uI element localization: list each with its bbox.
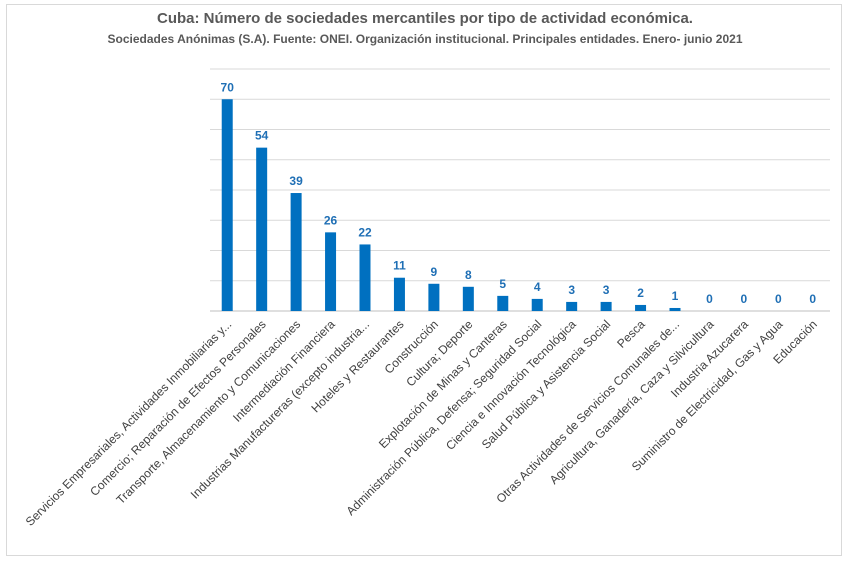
bar bbox=[531, 298, 543, 311]
gridlines bbox=[210, 68, 830, 312]
data-label: 2 bbox=[637, 286, 644, 300]
data-label: 39 bbox=[289, 174, 303, 188]
bar bbox=[325, 232, 337, 311]
bar bbox=[359, 244, 371, 311]
category-labels: Servicios Empresariales, Actividades Inm… bbox=[23, 317, 820, 529]
bar bbox=[290, 193, 302, 311]
data-label: 3 bbox=[568, 283, 575, 297]
bar bbox=[635, 304, 647, 311]
data-label: 0 bbox=[706, 292, 713, 306]
data-label: 54 bbox=[255, 129, 269, 143]
bar bbox=[221, 99, 233, 311]
bar bbox=[669, 307, 681, 311]
chart-frame bbox=[6, 4, 842, 556]
data-label: 11 bbox=[393, 259, 406, 273]
data-label: 1 bbox=[672, 289, 679, 303]
data-label: 26 bbox=[324, 213, 338, 227]
data-label: 0 bbox=[775, 292, 782, 306]
data-label: 5 bbox=[499, 277, 506, 291]
data-label: 70 bbox=[221, 80, 235, 94]
data-label: 4 bbox=[534, 280, 541, 294]
bar bbox=[497, 295, 509, 311]
bar bbox=[600, 301, 612, 311]
data-label: 8 bbox=[465, 268, 472, 282]
bar bbox=[393, 277, 405, 311]
bar bbox=[566, 301, 578, 311]
bar bbox=[428, 283, 440, 311]
chart-title: Cuba: Número de sociedades mercantiles p… bbox=[157, 10, 693, 27]
data-label: 22 bbox=[358, 225, 372, 239]
data-label: 3 bbox=[603, 283, 610, 297]
data-label: 0 bbox=[741, 292, 748, 306]
data-label: 9 bbox=[431, 265, 438, 279]
bars bbox=[221, 99, 681, 311]
chart-subtitle: Sociedades Anónimas (S.A). Fuente: ONEI.… bbox=[107, 32, 743, 46]
data-label: 0 bbox=[809, 292, 816, 306]
bar bbox=[462, 286, 474, 311]
bar bbox=[256, 147, 268, 311]
